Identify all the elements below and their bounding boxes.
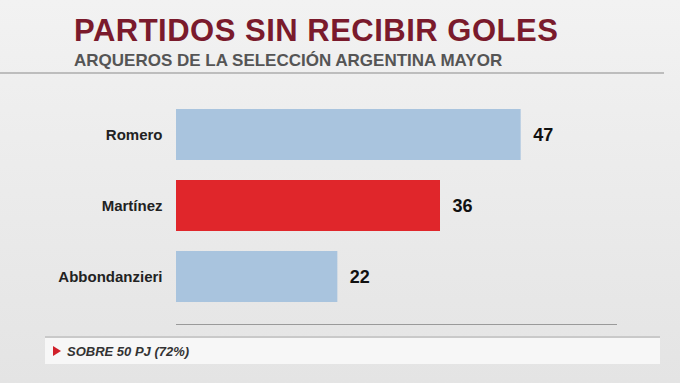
svg-text:47: 47 (533, 125, 553, 145)
svg-text:Romero: Romero (106, 126, 163, 143)
html-text:SOBRE 50 PJ (72%): SOBRE 50 PJ (72%) (67, 343, 190, 359)
svg-text:36: 36 (453, 196, 473, 216)
svg-text:22: 22 (350, 267, 370, 287)
svg-text:Martínez: Martínez (102, 197, 163, 214)
svg-text:Abbondanzieri: Abbondanzieri (58, 268, 162, 285)
html-text:ARQUEROS DE LA SELECCIÓN ARGEN: ARQUEROS DE LA SELECCIÓN ARGENTINA MAYOR (74, 51, 503, 70)
html-text:PARTIDOS SIN RECIBIR GOLES: PARTIDOS SIN RECIBIR GOLES (74, 13, 559, 48)
